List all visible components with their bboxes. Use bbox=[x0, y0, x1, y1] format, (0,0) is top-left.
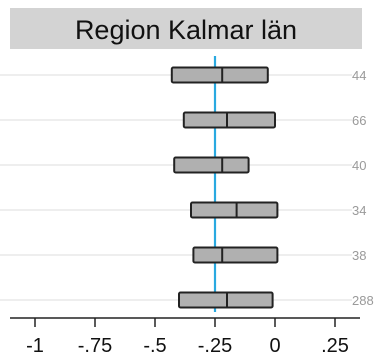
grid-lines bbox=[0, 74, 352, 301]
row-labels: 44 66 40 34 38 288 bbox=[352, 68, 374, 308]
box-series bbox=[170, 66, 279, 309]
row-label: 34 bbox=[352, 203, 366, 218]
x-axis: -1 -.75 -.5 -.25 0 .25 bbox=[10, 317, 360, 357]
box bbox=[192, 246, 279, 264]
title-band bbox=[10, 8, 362, 49]
row-label: 40 bbox=[352, 158, 366, 173]
x-tick-label: -.75 bbox=[78, 335, 112, 357]
row-label: 44 bbox=[352, 68, 366, 83]
box bbox=[178, 291, 274, 309]
box bbox=[190, 201, 279, 219]
chart-title: Region Kalmar län bbox=[75, 15, 297, 45]
box bbox=[170, 66, 269, 84]
box bbox=[173, 156, 250, 174]
row-label: 288 bbox=[352, 293, 374, 308]
x-tick-label: -.25 bbox=[198, 335, 232, 357]
row-label: 66 bbox=[352, 113, 366, 128]
x-tick-label: 0 bbox=[269, 335, 280, 357]
x-tick-label: -.5 bbox=[143, 335, 166, 357]
x-tick-label: .25 bbox=[321, 335, 349, 357]
row-label: 38 bbox=[352, 248, 366, 263]
box bbox=[182, 111, 276, 129]
x-tick-label: -1 bbox=[26, 335, 44, 357]
